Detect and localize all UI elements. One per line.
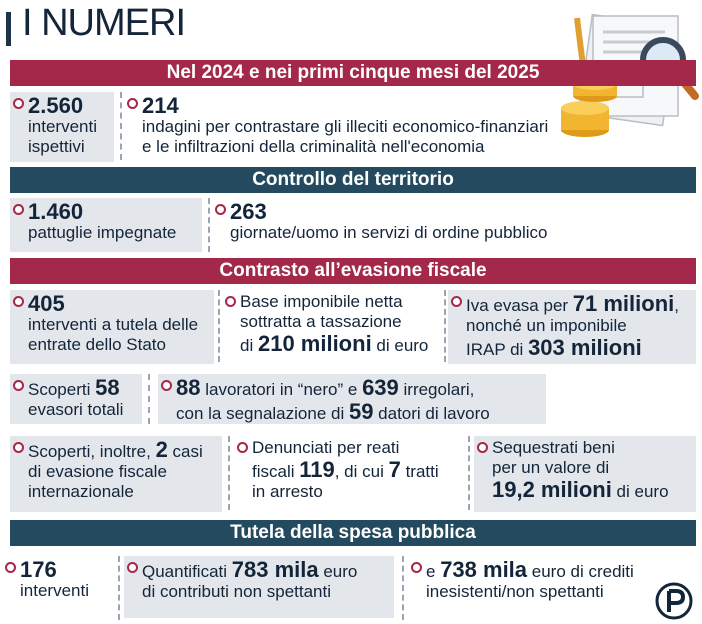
- coins-icon: [561, 78, 617, 137]
- bullet-icon: [237, 442, 248, 453]
- bullet-icon: [13, 296, 24, 307]
- bullet-icon: [13, 380, 24, 391]
- stat-lavoratori-nero: 88 lavoratori in “nero” e 639 irregolari…: [158, 374, 546, 424]
- section-header-spesa-pubblica: Tutela della spesa pubblica: [10, 520, 696, 546]
- stat-evasione-internazionale: Scoperti, inoltre, 2 casi di evasione fi…: [10, 436, 222, 512]
- title-accent-bar: [6, 12, 11, 46]
- stat-interventi-ispettivi: 2.560 interventi ispettivi: [10, 92, 114, 162]
- bullet-icon: [161, 380, 172, 391]
- divider: [118, 556, 120, 620]
- bullet-icon: [13, 98, 24, 109]
- stat-iva-evasa: Iva evasa per 71 milioni, nonché un impo…: [448, 290, 696, 364]
- section-header-period: Nel 2024 e nei primi cinque mesi del 202…: [10, 60, 696, 86]
- bullet-icon: [215, 204, 226, 215]
- stat-sequestri: Sequestrati beni per un valore di 19,2 m…: [474, 436, 696, 512]
- bullet-icon: [13, 442, 24, 453]
- divider: [120, 92, 122, 160]
- stat-denunciati: Denunciati per reati fiscali 119, di cui…: [234, 436, 462, 512]
- bullet-icon: [127, 562, 138, 573]
- stat-contributi-non-spettanti: Quantificati 783 mila euro di contributi…: [124, 556, 394, 618]
- divider: [228, 436, 230, 510]
- bullet-icon: [451, 296, 462, 307]
- divider: [208, 198, 210, 252]
- divider: [468, 436, 470, 510]
- stat-indagini: 214 indagini per contrastare gli illecit…: [124, 92, 564, 162]
- stat-giornate-uomo: 263 giornate/uomo in servizi di ordine p…: [212, 198, 696, 252]
- bullet-icon: [225, 296, 236, 307]
- divider: [444, 290, 446, 362]
- publisher-logo-icon: [655, 582, 693, 620]
- stat-pattuglie: 1.460 pattuglie impegnate: [10, 198, 202, 252]
- stat-evasori-totali: Scoperti 58 evasori totali: [10, 374, 142, 424]
- stat-crediti-inesistenti: e 738 mila euro di crediti inesistenti/n…: [408, 556, 656, 618]
- stat-base-imponibile: Base imponibile netta sottratta a tassaz…: [222, 290, 440, 364]
- stat-spesa-interventi: 176 interventi: [2, 556, 112, 608]
- section-header-territorio: Controllo del territorio: [10, 167, 696, 193]
- divider: [148, 374, 150, 424]
- divider: [402, 556, 404, 620]
- bullet-icon: [5, 562, 16, 573]
- bullet-icon: [127, 98, 138, 109]
- divider: [218, 290, 220, 362]
- stat-interventi-tutela: 405 interventi a tutela delle entrate de…: [10, 290, 214, 364]
- section-header-evasione: Contrasto all’evasione fiscale: [10, 258, 696, 284]
- bullet-icon: [13, 204, 24, 215]
- bullet-icon: [477, 442, 488, 453]
- bullet-icon: [411, 562, 422, 573]
